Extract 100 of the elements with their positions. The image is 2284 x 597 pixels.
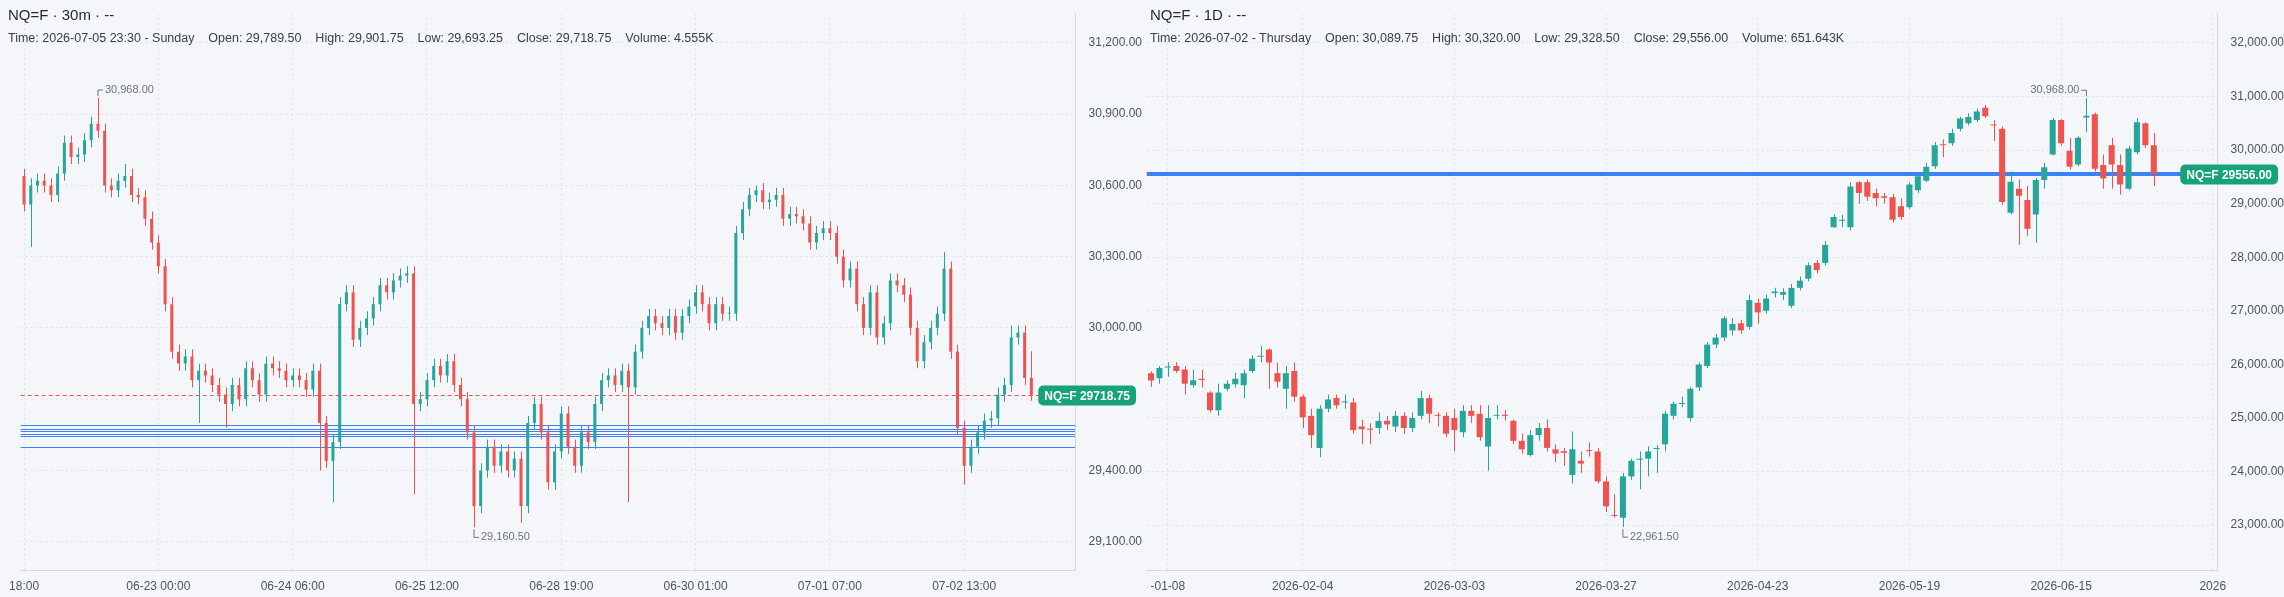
candlestick: [996, 386, 1000, 426]
candlestick: [613, 367, 617, 393]
candlestick: [929, 320, 933, 350]
y-tick-label: 24,000.00: [2230, 463, 2284, 478]
candlestick: [1940, 138, 1947, 158]
candlestick: [707, 296, 711, 331]
candlestick: [1476, 404, 1483, 442]
candlestick: [82, 132, 87, 163]
candlestick: [492, 439, 496, 474]
candlestick: [29, 177, 33, 248]
x-tick-label: 2026-03-27: [1575, 578, 1638, 593]
candlestick: [425, 372, 429, 407]
candlestick: [660, 315, 664, 336]
candlestick: [848, 260, 852, 289]
ref-line-label: NQ=F 29556.00: [2186, 167, 2273, 182]
candlestick: [190, 348, 194, 388]
candlestick: [1527, 429, 1534, 457]
candlestick: [2117, 153, 2124, 196]
candlestick: [183, 348, 187, 372]
candlestick: [902, 277, 906, 303]
candlestick: [1518, 433, 1525, 455]
candlestick: [976, 424, 980, 455]
candlestick: [687, 298, 691, 324]
candlestick: [814, 225, 818, 251]
candlestick: [1838, 214, 1846, 228]
candlestick: [1721, 315, 1728, 342]
candlestick: [1409, 411, 1416, 433]
x-tick-label: 06-24 06:00: [260, 578, 326, 593]
y-tick-label: 29,400.00: [1088, 462, 1143, 477]
chart-title: NQ=F · 1D · --: [1150, 6, 1248, 23]
candlestick: [895, 272, 899, 293]
candlestick: [835, 225, 839, 265]
x-tick-label: 2026-06-15: [2030, 578, 2093, 593]
y-tick-label: 25,000.00: [2230, 410, 2284, 425]
text: Time: 2026-07-05 23:30 - Sunday Open: 29,789.50 High: 29,901.75 Low: 29,693.25 Close: 29,718.75 Volume: 4.555K: [8, 31, 714, 45]
candlestick: [358, 320, 362, 348]
candlestick: [512, 450, 516, 479]
candlestick: [694, 284, 698, 315]
candlestick: [506, 443, 510, 479]
candlestick: [109, 177, 113, 198]
candlestick: [761, 182, 765, 210]
candlestick: [1636, 450, 1643, 490]
y-tick-label: 31,000.00: [2230, 88, 2284, 103]
candlestick: [452, 353, 456, 393]
x-tick-label: 06-28 19:00: [529, 578, 594, 593]
candlestick: [331, 434, 335, 503]
candlestick: [2015, 179, 2022, 246]
candlestick: [1931, 141, 1938, 170]
candlestick: [2066, 137, 2073, 170]
candlestick: [606, 367, 610, 388]
x-tick-label: 06-23 00:00: [126, 578, 191, 593]
x-tick-label: 18:00: [9, 578, 40, 593]
candlestick: [344, 284, 348, 312]
candlestick: [1906, 181, 1913, 210]
candlestick: [1805, 262, 1812, 282]
candlestick: [1914, 173, 1921, 194]
candlestick: [808, 215, 812, 251]
candlestick: [1417, 390, 1424, 420]
y-tick-label: 30,000.00: [1088, 320, 1143, 335]
candlestick: [714, 296, 718, 331]
candlestick: [1451, 408, 1458, 452]
x-tick-label: 2026-04-23: [1727, 578, 1789, 593]
candlestick: [935, 306, 939, 336]
candlestick: [1493, 404, 1500, 420]
candlestick: [485, 439, 489, 479]
candlestick: [821, 220, 825, 241]
candlestick: [788, 206, 792, 227]
candlestick: [1788, 283, 1795, 309]
candlestick: [56, 165, 60, 203]
candlestick: [1392, 410, 1399, 433]
candlestick: [284, 363, 288, 388]
candlestick: [600, 372, 604, 412]
candlestick: [1923, 162, 1930, 183]
candlestick: [1695, 361, 1702, 392]
candlestick: [156, 234, 160, 274]
x-tick-label: 2026: [2199, 578, 2227, 593]
candlestick: [1611, 493, 1618, 519]
candlestick: [1855, 180, 1862, 205]
x-tick-label: 06-30 01:00: [663, 578, 728, 593]
x-tick-label: -01-08: [1150, 578, 1186, 593]
candlestick: [982, 412, 986, 441]
candlestick: [2058, 118, 2065, 147]
candlestick: [1367, 422, 1374, 445]
x-tick-label: 07-02 13:00: [932, 578, 997, 593]
candlestick: [747, 187, 751, 217]
x-tick-label: 06-25 12:00: [394, 578, 460, 593]
candlestick: [177, 344, 181, 372]
annotation: 30,968.00: [2030, 83, 2080, 96]
candlestick: [2108, 137, 2115, 190]
candlestick: [680, 308, 684, 341]
candlestick: [1215, 383, 1222, 417]
candlestick: [2142, 121, 2149, 149]
candlestick: [801, 208, 805, 232]
annotation: 30,968.00: [104, 83, 154, 96]
y-tick-label: 28,000.00: [2230, 249, 2284, 264]
candlestick: [1653, 444, 1660, 474]
candlestick: [647, 308, 651, 336]
y-tick-label: 31,200.00: [1088, 35, 1143, 50]
candlestick: [1864, 179, 1871, 202]
candlestick: [123, 163, 127, 189]
